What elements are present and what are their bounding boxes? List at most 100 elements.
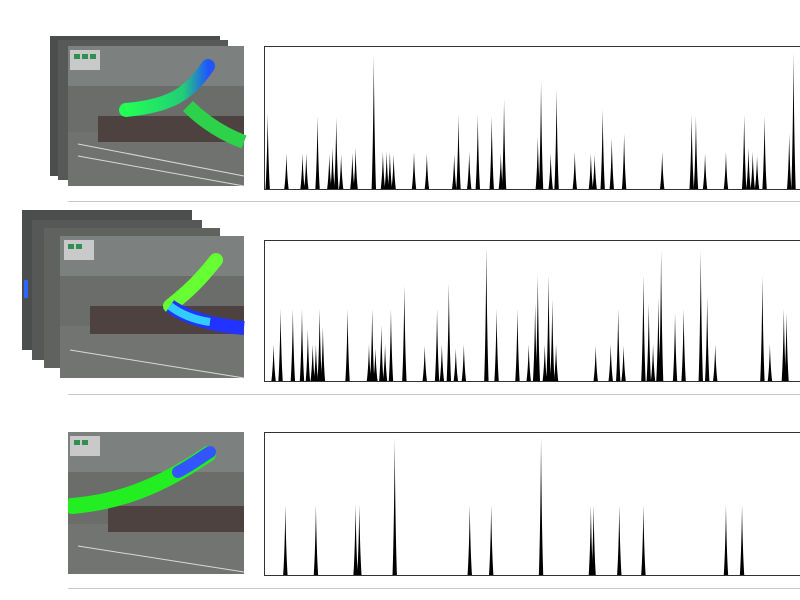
spike-peak — [284, 153, 289, 189]
spike-peak — [609, 137, 614, 189]
spike-peak — [439, 344, 445, 381]
spike-peak — [453, 348, 459, 381]
spike-peak — [672, 313, 678, 381]
spike-peak — [554, 89, 559, 189]
spike-peak — [532, 303, 538, 381]
spike-peak — [345, 308, 350, 381]
spike-peak — [548, 153, 553, 189]
spike-peak — [392, 438, 397, 575]
spike-peak — [593, 345, 598, 381]
spike-peak — [382, 344, 388, 381]
spike-peak — [681, 308, 686, 381]
video-frame-stack-2 — [20, 210, 248, 380]
spike-peak — [501, 99, 507, 189]
spike-peak — [705, 296, 710, 381]
spike-peak — [621, 133, 627, 189]
spike-peak — [265, 113, 270, 189]
spike-peak — [592, 154, 597, 189]
spike-peak — [299, 308, 305, 381]
spike-peak — [290, 308, 296, 381]
spike-peak — [542, 344, 547, 381]
video-frame-stack-1 — [48, 36, 248, 188]
spike-peak — [313, 344, 319, 381]
spike-plot-2-svg — [271, 246, 789, 381]
spike-peak — [370, 308, 375, 381]
spike-peak — [488, 504, 494, 575]
spike-peak — [621, 345, 626, 381]
spike-peak — [424, 153, 430, 189]
spike-peak — [434, 308, 440, 381]
spike-peak — [784, 313, 789, 381]
spike-peak — [489, 115, 494, 189]
spike-peak — [353, 504, 358, 575]
spike-peak — [693, 115, 699, 189]
spike-peak — [535, 136, 541, 189]
spike-peak — [750, 151, 755, 189]
spike-peak — [379, 325, 384, 381]
spike-plot-1 — [264, 46, 800, 190]
spike-peak — [357, 504, 362, 575]
spike-peak — [327, 154, 332, 189]
spike-peak — [591, 504, 596, 575]
spike-peak — [781, 308, 787, 381]
spike-peak — [723, 504, 729, 575]
spike-peak — [659, 151, 665, 189]
spike-peak — [387, 151, 393, 189]
spike-peak — [656, 298, 661, 381]
spike-peak — [689, 114, 694, 189]
spike-peak — [600, 108, 605, 189]
spike-peak — [422, 345, 427, 381]
spike-peak — [617, 504, 622, 575]
spike-peak — [515, 308, 520, 381]
spike-peak — [698, 250, 703, 381]
spike-peak — [283, 504, 288, 575]
spike-peak — [746, 147, 751, 189]
spike-plot-3 — [264, 432, 800, 576]
spike-peak — [538, 437, 544, 575]
spike-peak — [353, 147, 358, 189]
spike-peak — [658, 250, 664, 381]
spike-peak — [350, 153, 355, 189]
spike-peak — [371, 55, 377, 189]
spike-peak — [452, 154, 457, 189]
spike-peak — [456, 114, 461, 189]
spike-peak — [535, 274, 541, 381]
spike-peak — [572, 151, 578, 189]
spike-plot-3-svg — [283, 437, 745, 575]
spike-peak — [762, 115, 767, 189]
spike-peak — [526, 344, 531, 381]
spike-plot-2 — [264, 240, 800, 382]
spike-peak — [271, 344, 276, 381]
spike-peak — [278, 308, 283, 381]
spike-peak — [366, 344, 372, 381]
spike-peak — [380, 151, 386, 189]
spike-peak — [388, 308, 394, 381]
spike-peak — [498, 153, 504, 189]
spike-peak — [553, 344, 559, 381]
spike-peak — [334, 117, 339, 189]
spike-peak — [646, 303, 651, 381]
row-divider-2 — [68, 394, 800, 395]
spike-peak — [338, 154, 344, 189]
spike-peak — [588, 153, 594, 189]
spike-peak — [310, 344, 315, 381]
spike-peak — [305, 329, 311, 381]
spike-peak — [315, 115, 320, 189]
spike-peak — [550, 299, 555, 381]
spike-peak — [650, 344, 656, 381]
spike-peak — [588, 504, 594, 575]
spike-peak — [741, 114, 747, 189]
spike-peak — [317, 308, 322, 381]
spike-peak — [538, 81, 544, 189]
spike-peak — [411, 151, 417, 189]
spike-peak — [616, 308, 621, 381]
spike-peak — [391, 154, 396, 189]
row-divider-3 — [68, 588, 800, 589]
spike-plot-1-svg — [265, 52, 796, 189]
spike-peak — [608, 344, 613, 381]
spike-peak — [767, 344, 773, 381]
spike-peak — [723, 151, 729, 189]
spike-peak — [313, 504, 319, 575]
spike-peak — [475, 114, 480, 189]
spike-peak — [467, 151, 472, 189]
